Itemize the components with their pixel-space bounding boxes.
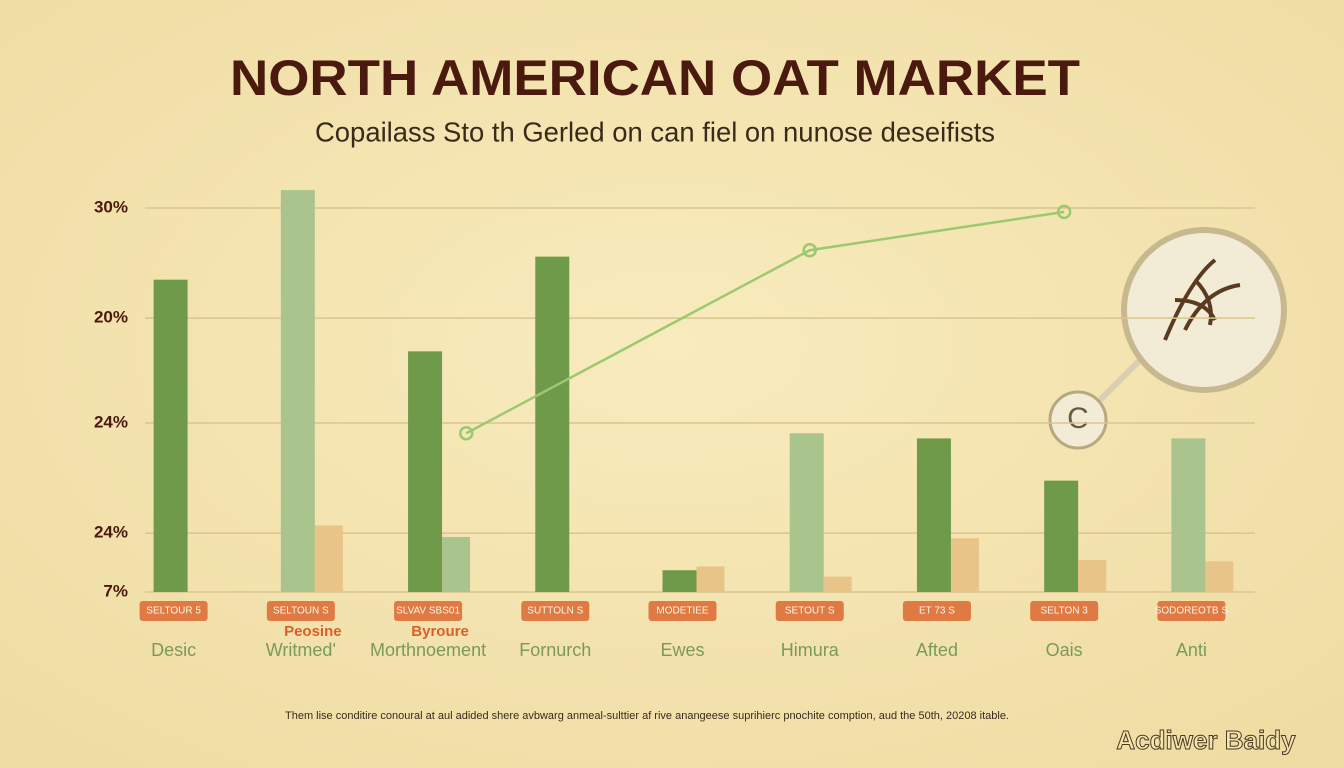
badge-box — [902, 601, 971, 621]
emblem: C — [1048, 227, 1287, 450]
bar — [1171, 438, 1206, 592]
badge-box — [1157, 601, 1226, 621]
x-tick-label: Ewes — [660, 640, 704, 660]
y-tick-label: 24% — [94, 523, 128, 542]
badge-label: SUTTOLN S — [527, 606, 583, 617]
badge-box — [775, 601, 844, 621]
bar — [789, 433, 824, 592]
bar — [1205, 561, 1234, 592]
bar — [1044, 480, 1079, 592]
x-tick-label: Himura — [781, 640, 840, 660]
x-tick-label: Writmed' — [266, 640, 336, 660]
bar — [662, 570, 697, 592]
line-point — [1056, 204, 1072, 220]
svg-text:C: C — [1067, 402, 1089, 435]
bar — [950, 538, 979, 592]
line — [465, 210, 1065, 435]
badge-box — [266, 601, 335, 621]
badge-box — [648, 601, 717, 621]
x-tick-label: Oais — [1046, 640, 1083, 660]
y-tick-label: 30% — [94, 197, 128, 216]
badge-box — [521, 601, 590, 621]
badge-box — [139, 601, 208, 621]
badge-label: SELTOUN S — [273, 606, 329, 617]
watermark: Acdiwer Baidy — [1116, 725, 1296, 755]
line-point — [802, 242, 817, 258]
y-tick-label: 24% — [94, 413, 128, 432]
badge-label: ET 73 S — [919, 606, 955, 617]
badge-label: SELTON 3 — [1040, 606, 1088, 617]
chart-subtitle: Copailass Sto th Gerled on can fiel on n… — [315, 116, 995, 147]
sublabel: Byroure — [411, 623, 469, 640]
y-tick-label: 20% — [94, 308, 128, 327]
badge-box — [394, 601, 463, 621]
x-tick-label: Fornurch — [519, 640, 591, 660]
badge-label: SLVAV SBS01 — [396, 606, 460, 617]
bar — [153, 279, 188, 592]
x-tick-label: Afted — [916, 640, 958, 660]
badge-label: SODOREOTB S — [1155, 606, 1229, 617]
bar — [1078, 560, 1107, 592]
badge-label: SETOUT S — [785, 606, 835, 617]
badge-label: MODETIEE — [656, 606, 709, 617]
bar — [442, 536, 471, 592]
chart-title: NORTH AMERICAN OAT MARKET — [230, 50, 1080, 106]
line-point — [458, 426, 474, 441]
badge-label: SELTOUR 5 — [146, 606, 201, 617]
bar — [916, 438, 951, 592]
bar — [696, 566, 725, 592]
y-tick-label: 7% — [103, 581, 128, 600]
bar — [823, 576, 852, 592]
bar — [280, 190, 315, 592]
footnote: Them lise conditire conoural at aul adid… — [285, 710, 1009, 722]
badge-box — [1030, 601, 1099, 621]
bar — [408, 351, 443, 592]
x-tick-label: Anti — [1176, 640, 1207, 660]
bar — [314, 525, 343, 592]
sublabel: Peosine — [284, 623, 342, 640]
x-tick-label: Morthnoement — [370, 640, 486, 660]
bar — [535, 256, 570, 592]
x-tick-label: Desic — [151, 640, 196, 660]
